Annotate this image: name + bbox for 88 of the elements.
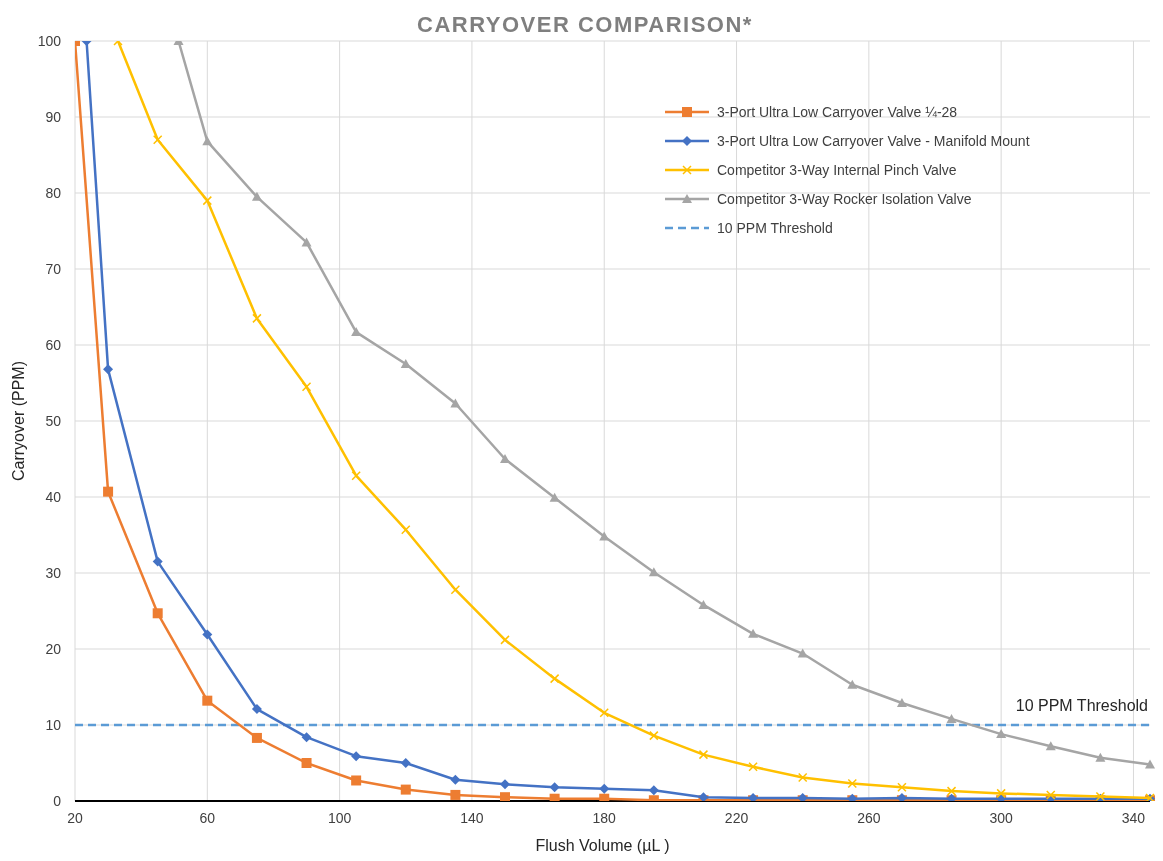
point (1045, 741, 1056, 751)
point (351, 470, 361, 481)
point (152, 608, 163, 619)
legend-label: Competitor 3-Way Rocker Isolation Valve (717, 191, 972, 207)
x-tick-label: 60 (199, 810, 216, 826)
point (400, 784, 411, 795)
point (698, 599, 709, 609)
point (897, 782, 907, 793)
point (202, 195, 213, 206)
y-tick-label: 70 (45, 261, 62, 277)
point (202, 136, 213, 146)
y-tick-label: 10 (45, 717, 62, 733)
legend-label: Competitor 3-Way Internal Pinch Valve (717, 162, 957, 178)
point (401, 524, 411, 535)
point (946, 786, 957, 796)
point (748, 628, 759, 638)
point (500, 454, 510, 463)
point (896, 697, 907, 707)
x-axis-title: Flush Volume (µL ) (535, 837, 670, 854)
point (351, 751, 362, 762)
y-tick-label: 30 (45, 565, 62, 581)
y-tick-label: 0 (53, 793, 62, 809)
point (549, 782, 560, 793)
point (549, 492, 560, 502)
point (996, 788, 1006, 799)
point (450, 584, 461, 595)
point (1145, 759, 1155, 769)
x-tick-label: 180 (592, 810, 617, 826)
legend-label: 3-Port Ultra Low Carryover Valve - Manifold Mount (717, 133, 1030, 149)
point (1095, 752, 1106, 762)
legend-label: 10 PPM Threshold (717, 220, 833, 236)
point (946, 713, 957, 723)
x-tick-label: 140 (460, 810, 484, 826)
point (996, 729, 1007, 739)
legend-label: 3-Port Ultra Low Carryover Valve ¼-28 (717, 104, 958, 120)
point (202, 629, 213, 640)
point (599, 783, 610, 794)
y-tick-label: 90 (45, 109, 62, 125)
point (649, 730, 659, 741)
point (252, 313, 262, 324)
point (648, 567, 659, 577)
point (500, 792, 510, 801)
point (351, 775, 362, 786)
point (847, 679, 858, 689)
point (152, 135, 163, 145)
point (202, 695, 213, 706)
y-tick-label: 60 (45, 337, 62, 353)
x-tick-label: 300 (989, 810, 1014, 826)
point (103, 486, 114, 497)
point (847, 778, 858, 789)
point (748, 762, 758, 772)
point (698, 749, 709, 760)
point (797, 648, 808, 658)
x-tick-label: 340 (1121, 810, 1146, 826)
y-tick-label: 50 (45, 413, 62, 429)
text: 10 PPM Threshold (1015, 697, 1148, 714)
point (251, 732, 262, 743)
point (301, 382, 312, 392)
y-tick-label: 40 (45, 489, 62, 505)
point (599, 708, 609, 718)
point (301, 732, 312, 743)
point (450, 398, 461, 408)
point (152, 556, 163, 567)
point (450, 789, 461, 800)
y-tick-label: 20 (45, 641, 62, 657)
x-tick-label: 100 (327, 810, 352, 826)
point (103, 364, 114, 375)
y-tick-label: 100 (37, 33, 62, 49)
x-tick-label: 220 (724, 810, 749, 826)
x-tick-label: 20 (67, 810, 83, 826)
point (549, 793, 560, 801)
point (301, 237, 312, 247)
point (648, 785, 659, 796)
point (599, 793, 610, 801)
chart-title: CARRYOVER COMPARISON* (417, 12, 753, 37)
point (400, 359, 411, 368)
point (549, 673, 560, 684)
y-axis-title: Carryover (PPM) (10, 360, 27, 482)
point (251, 191, 262, 201)
point (301, 758, 312, 768)
point (500, 635, 510, 645)
point (450, 774, 461, 785)
point (251, 704, 262, 715)
point (400, 758, 411, 768)
point (500, 779, 510, 790)
y-tick-label: 80 (45, 185, 62, 201)
point (797, 772, 808, 783)
x-tick-label: 260 (857, 810, 881, 826)
